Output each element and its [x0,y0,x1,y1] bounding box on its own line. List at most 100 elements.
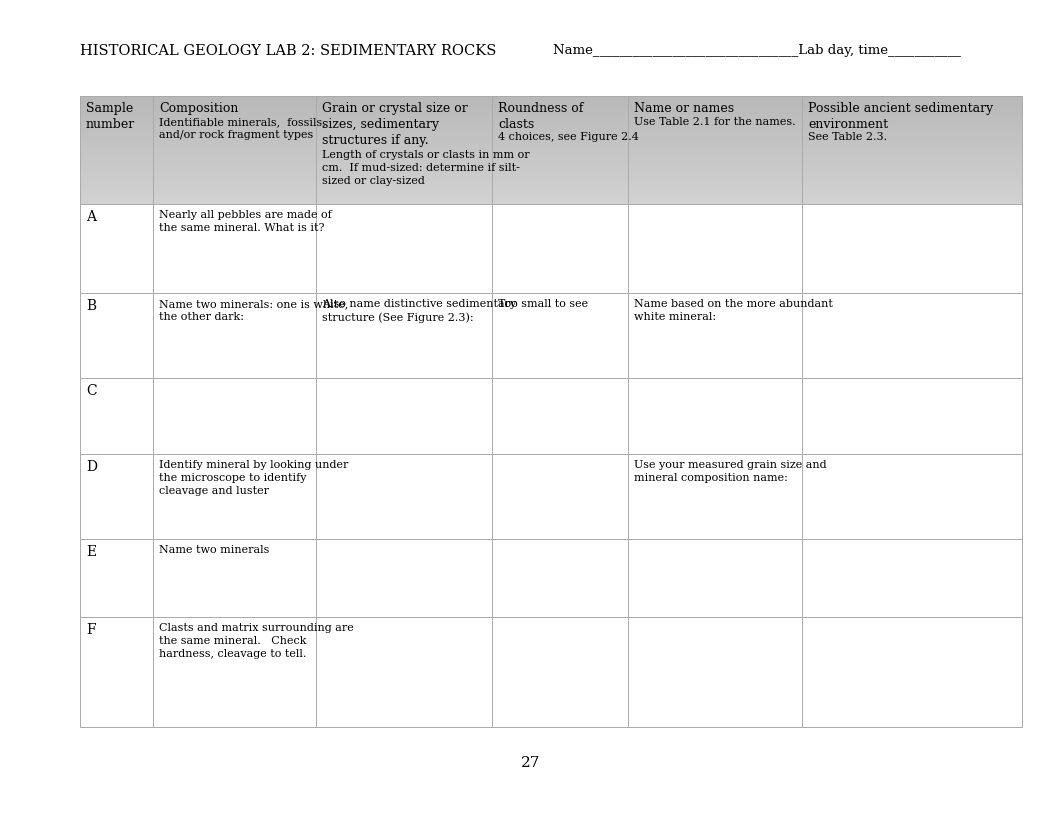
Bar [80,378,153,454]
Bar [80,99,1022,101]
Text: B: B [86,299,97,313]
Bar [80,136,1022,139]
Bar [80,158,1022,161]
Bar [80,617,153,727]
Bar [80,147,1022,150]
Text: D: D [86,460,97,474]
Bar [80,177,1022,180]
Text: Use your measured grain size and
mineral composition name:: Use your measured grain size and mineral… [634,460,826,483]
Text: Name based on the more abundant
white mineral:: Name based on the more abundant white mi… [634,299,833,321]
Text: Composition: Composition [159,102,238,115]
Text: Too small to see: Too small to see [498,299,588,309]
Bar [80,180,1022,182]
Bar [80,187,1022,191]
Bar [153,204,316,293]
Text: HISTORICAL GEOLOGY LAB 2: SEDIMENTARY ROCKS: HISTORICAL GEOLOGY LAB 2: SEDIMENTARY RO… [80,44,496,58]
Text: C: C [86,384,97,398]
Bar [153,454,316,539]
Bar [80,196,1022,199]
Bar [80,139,1022,142]
Text: Sample
number: Sample number [86,102,135,131]
Bar [80,126,1022,128]
Bar [492,293,628,378]
Bar [80,199,1022,201]
Text: Nearly all pebbles are made of
the same mineral. What is it?: Nearly all pebbles are made of the same … [159,210,331,233]
Bar [316,617,492,727]
Bar [492,454,628,539]
Bar [80,539,153,617]
Bar [80,142,1022,145]
Bar [153,96,316,204]
Bar [80,109,1022,112]
Bar [492,378,628,454]
Text: 4 choices, see Figure 2.4: 4 choices, see Figure 2.4 [498,132,639,142]
Bar [628,378,802,454]
Bar [80,185,1022,187]
Bar [153,617,316,727]
Bar [80,150,1022,153]
Bar [492,617,628,727]
Text: Name two minerals: one is white,
the other dark:: Name two minerals: one is white, the oth… [159,299,348,321]
Bar [80,134,1022,136]
Bar [80,123,1022,126]
Text: Identify mineral by looking under
the microscope to identify
cleavage and luster: Identify mineral by looking under the mi… [159,460,348,496]
Bar [153,378,316,454]
Text: 27: 27 [521,756,541,770]
Bar [80,112,1022,115]
Bar [80,153,1022,155]
Bar [80,131,1022,134]
Text: See Table 2.3.: See Table 2.3. [808,132,887,142]
Bar [80,161,1022,164]
Bar [802,293,1022,378]
Text: Possible ancient sedimentary
environment: Possible ancient sedimentary environment [808,102,993,131]
Bar [80,101,1022,104]
Bar [802,454,1022,539]
Bar [80,145,1022,147]
Bar [80,166,1022,169]
Bar [80,174,1022,177]
Bar [316,539,492,617]
Bar [80,128,1022,131]
Bar [628,96,802,204]
Text: Roundness of
clasts: Roundness of clasts [498,102,583,131]
Bar [153,293,316,378]
Text: Grain or crystal size or
sizes, sedimentary
structures if any.: Grain or crystal size or sizes, sediment… [322,102,467,147]
Bar [492,539,628,617]
Bar [80,201,1022,204]
Text: Clasts and matrix surrounding are
the same mineral.   Check
hardness, cleavage t: Clasts and matrix surrounding are the sa… [159,623,354,658]
Bar [802,204,1022,293]
Bar [316,378,492,454]
Text: Name two minerals: Name two minerals [159,545,270,555]
Text: Name or names: Name or names [634,102,734,115]
Bar [80,182,1022,185]
Text: Also name distinctive sedimentary
structure (See Figure 2.3):: Also name distinctive sedimentary struct… [322,299,516,322]
Bar [628,293,802,378]
Bar [316,454,492,539]
Text: E: E [86,545,97,559]
Bar [316,204,492,293]
Bar [802,617,1022,727]
Bar [628,454,802,539]
Text: Name_______________________________Lab day, time___________: Name_______________________________Lab d… [553,44,961,57]
Bar [80,454,153,539]
Text: A: A [86,210,96,224]
Bar [80,107,1022,109]
Bar [80,118,1022,120]
Bar [628,617,802,727]
Text: Length of crystals or clasts in mm or
cm.  If mud-sized: determine if silt-
size: Length of crystals or clasts in mm or cm… [322,150,530,186]
Bar [153,539,316,617]
Bar [802,96,1022,204]
Bar [80,120,1022,123]
Text: Identifiable minerals,  fossils,
and/or rock fragment types: Identifiable minerals, fossils, and/or r… [159,117,326,140]
Bar [492,204,628,293]
Bar [492,96,628,204]
Bar [802,539,1022,617]
Bar [80,164,1022,166]
Bar [80,104,1022,107]
Bar [316,96,492,204]
Bar [80,293,153,378]
Bar [628,204,802,293]
Bar [802,378,1022,454]
Bar [80,155,1022,158]
Bar [80,115,1022,118]
